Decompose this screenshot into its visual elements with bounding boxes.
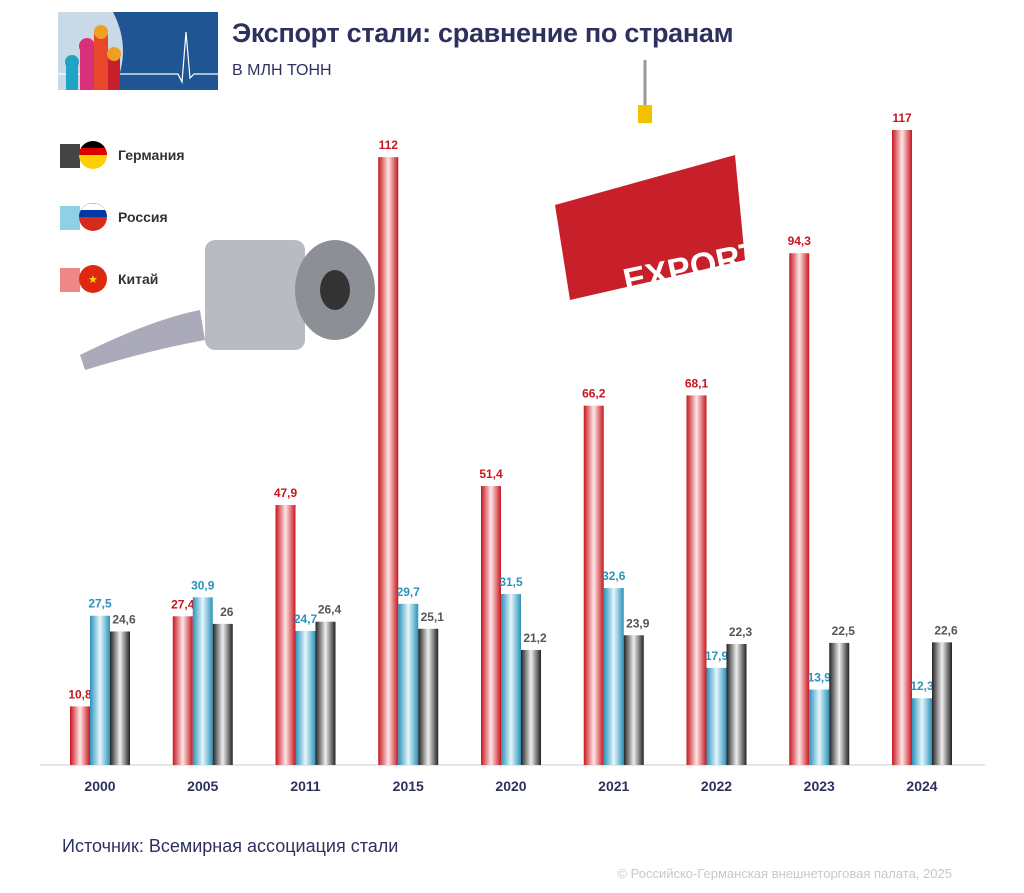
bar-2024-0 [892, 130, 912, 765]
data-label: 112 [379, 138, 399, 152]
source-note: Источник: Всемирная ассоциация стали [62, 836, 399, 856]
data-label: 68,1 [685, 376, 709, 390]
data-label: 24,7 [294, 612, 318, 626]
data-label: 31,5 [499, 575, 523, 589]
bar-2021-0 [583, 405, 604, 765]
data-label: 22,6 [934, 623, 958, 637]
legend-label: Китай [118, 271, 159, 287]
export-container-illustration: EXPORT [555, 60, 765, 301]
page-title: Экспорт стали: сравнение по странам [232, 18, 734, 48]
bar-2023-0 [789, 253, 810, 765]
bar-2015-2 [418, 628, 439, 765]
bar-2015-1 [398, 603, 419, 765]
bar-2020-0 [481, 486, 501, 765]
bar-2022-1 [706, 667, 727, 765]
data-label: 66,2 [582, 387, 606, 401]
bar-2020-2 [521, 649, 541, 765]
data-label: 51,4 [479, 467, 503, 481]
data-label: 25,1 [421, 610, 445, 624]
data-label: 27,4 [171, 597, 195, 611]
bar-2000-0 [70, 706, 90, 765]
steel-coil-illustration [80, 240, 375, 370]
x-tick-label: 2000 [84, 778, 115, 794]
x-tick-label: 2020 [495, 778, 526, 794]
germany-flag-icon [60, 141, 107, 169]
legend-label: Россия [118, 209, 168, 225]
data-label: 22,3 [729, 625, 753, 639]
data-label: 10,8 [68, 687, 92, 701]
bar-2020-1 [501, 594, 521, 765]
bar-2024-1 [912, 698, 932, 765]
x-tick-label: 2015 [393, 778, 424, 794]
data-label: 27,5 [88, 597, 112, 611]
bar-2005-1 [192, 597, 213, 765]
bar-2021-1 [603, 588, 624, 765]
legend-item-china: ★ Китай [60, 264, 185, 294]
data-label: 117 [892, 111, 912, 125]
data-label: 30,9 [191, 578, 215, 592]
bar-2015-0 [378, 157, 399, 766]
data-label: 24,6 [112, 612, 136, 626]
bar-2023-1 [809, 689, 830, 765]
data-label: 26,4 [318, 603, 342, 617]
data-label: 12,3 [910, 679, 934, 693]
x-tick-label: 2022 [701, 778, 732, 794]
logo [58, 12, 218, 90]
data-label: 17,9 [705, 649, 729, 663]
data-label: 23,9 [626, 616, 650, 630]
data-label: 94,3 [788, 234, 812, 248]
bar-2000-1 [90, 615, 110, 765]
svg-text:★: ★ [88, 274, 98, 286]
bar-2005-2 [212, 623, 233, 765]
data-label: 21,2 [523, 631, 547, 645]
page-subtitle: В МЛН ТОНН [232, 62, 332, 79]
bar-2011-0 [275, 505, 296, 765]
bar-2022-2 [726, 643, 747, 765]
data-label: 26 [220, 605, 234, 619]
bar-2024-2 [932, 642, 952, 765]
data-label: 47,9 [274, 486, 298, 500]
bar-2011-2 [315, 621, 336, 765]
legend: Германия Россия ★ Китай [60, 140, 185, 326]
bar-2000-2 [110, 631, 130, 765]
data-label: 29,7 [397, 585, 421, 599]
x-tick-label: 2021 [598, 778, 629, 794]
data-label: 32,6 [602, 569, 626, 583]
china-flag-icon: ★ [60, 265, 107, 293]
bar-2022-0 [686, 395, 707, 765]
bar-2023-2 [829, 642, 850, 765]
x-tick-label: 2024 [906, 778, 937, 794]
x-tick-label: 2011 [290, 778, 321, 794]
russia-flag-icon [60, 203, 107, 231]
x-tick-label: 2005 [187, 778, 218, 794]
data-label: 13,9 [808, 671, 832, 685]
legend-item-germany: Германия [60, 140, 185, 170]
bar-2005-0 [172, 616, 193, 765]
copyright-note: © Российско-Германская внешнеторговая па… [617, 866, 952, 881]
bar-2011-1 [295, 630, 316, 765]
data-label: 22,5 [832, 624, 856, 638]
bar-2021-2 [623, 635, 644, 765]
x-tick-label: 2023 [804, 778, 835, 794]
legend-item-russia: Россия [60, 202, 185, 232]
legend-label: Германия [118, 147, 185, 163]
